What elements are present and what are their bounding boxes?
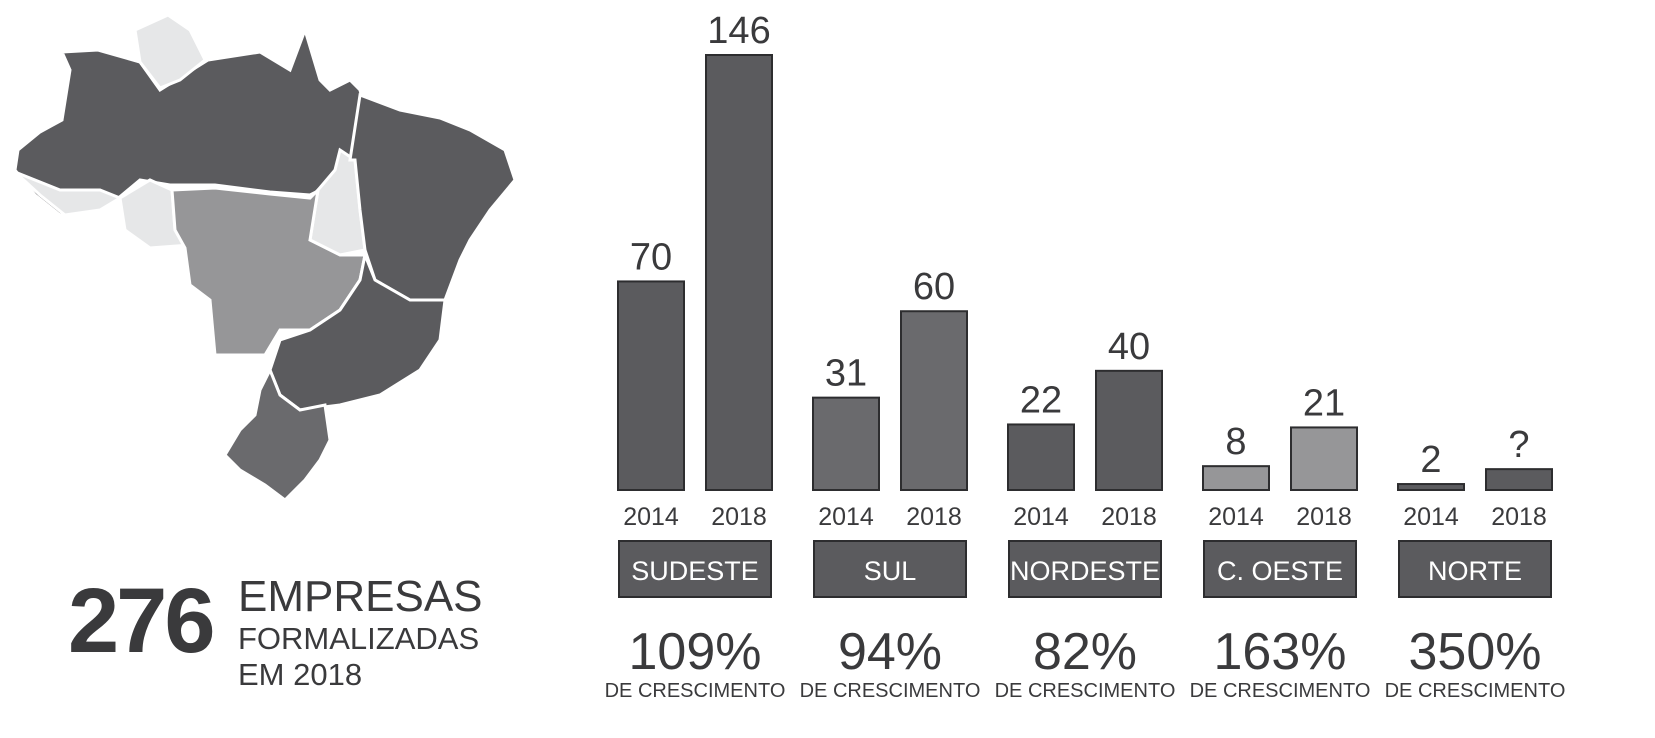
summary-caption: EMPRESAS FORMALIZADAS EM 2018: [238, 573, 538, 693]
value-label: 22: [1020, 379, 1062, 421]
year-tick-label: 2014: [1013, 503, 1069, 530]
bar-nordeste-2018: [1095, 369, 1163, 492]
summary-line-1: EMPRESAS: [238, 572, 483, 621]
growth-caption: DE CRESCIMENTO: [994, 680, 1176, 702]
year-tick-label: 2014: [1403, 503, 1459, 530]
bar-sul-2014: [812, 396, 880, 492]
growth-percent: 94%: [837, 623, 943, 681]
value-label: 31: [825, 353, 867, 395]
value-label: ?: [1508, 424, 1529, 466]
bar-norte-2014: [1397, 483, 1465, 492]
value-label: 40: [1108, 326, 1150, 368]
value-label: 8: [1225, 421, 1246, 463]
value-label: 70: [630, 236, 672, 278]
bar-nordeste-2014: [1007, 423, 1075, 491]
bar-coeste-2018: [1290, 426, 1358, 492]
bars-svg: 70 2014 146 2018 31 2014 60 2018 22 2014 40 2018 8 20…: [617, 10, 1553, 530]
region-label: SUDESTE: [618, 540, 772, 598]
region-label: NORDESTE: [1008, 540, 1162, 598]
year-tick-label: 2014: [1208, 503, 1264, 530]
growth-caption: DE CRESCIMENTO: [1384, 680, 1566, 702]
bar-sul-2018: [900, 310, 968, 491]
map-region-acre: [13, 170, 124, 217]
year-tick-label: 2018: [1491, 503, 1547, 530]
value-label: 2: [1420, 439, 1441, 481]
bar-coeste-2014: [1202, 465, 1270, 492]
region-label: SUL: [813, 540, 967, 598]
map-region-roraima: [133, 13, 207, 90]
year-tick-label: 2018: [1101, 503, 1157, 530]
map-region-sul: [223, 366, 332, 502]
value-label: 60: [913, 266, 955, 308]
value-label: 146: [707, 10, 770, 52]
bar-norte-2018: [1485, 468, 1553, 491]
value-label: 21: [1303, 382, 1345, 424]
growth-caption: DE CRESCIMENTO: [604, 680, 786, 702]
map-region-norte: [13, 25, 367, 217]
year-tick-label: 2018: [1296, 503, 1352, 530]
map-region-nordeste: [348, 92, 517, 302]
region-label: C. OESTE: [1203, 540, 1357, 598]
total-companies: 276: [68, 570, 215, 672]
year-tick-label: 2014: [623, 503, 679, 530]
growth-percent: 109%: [628, 623, 762, 681]
growth-percent: 82%: [1032, 623, 1138, 681]
growth-caption: DE CRESCIMENTO: [1189, 680, 1371, 702]
year-tick-label: 2018: [906, 503, 962, 530]
growth-caption: DE CRESCIMENTO: [799, 680, 981, 702]
growth-percent: 163%: [1213, 623, 1347, 681]
summary-line-2: FORMALIZADAS: [238, 621, 480, 656]
regional-bar-chart: 70 2014 146 2018 31 2014 60 2018 22 2014 40 2018 8 20…: [600, 0, 1655, 738]
brazil-map: [13, 13, 517, 502]
year-tick-label: 2014: [818, 503, 874, 530]
summary-line-3: EM 2018: [238, 657, 363, 692]
bar-sudeste-2014: [617, 280, 685, 491]
region-label: NORTE: [1398, 540, 1552, 598]
bar-sudeste-2018: [705, 54, 773, 491]
year-tick-label: 2018: [711, 503, 767, 530]
growth-percent: 350%: [1408, 623, 1542, 681]
